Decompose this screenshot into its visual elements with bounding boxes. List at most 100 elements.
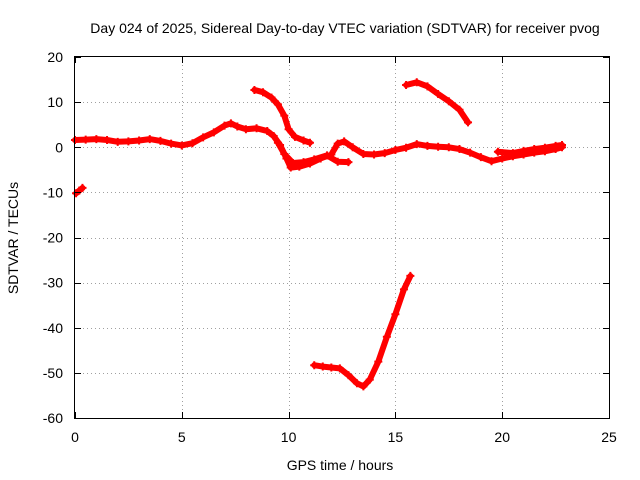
data-point — [335, 364, 344, 373]
data-point — [391, 310, 400, 319]
data-point — [498, 154, 507, 163]
data-point — [327, 363, 336, 372]
data-point — [370, 150, 379, 159]
y-tick-label: -40 — [43, 320, 63, 336]
data-point — [412, 78, 421, 87]
x-tick-label: 15 — [388, 429, 404, 445]
data-point — [167, 139, 176, 148]
data-point — [199, 133, 208, 142]
data-point — [344, 371, 353, 380]
y-tick-label: -30 — [43, 275, 63, 291]
data-point — [333, 157, 342, 166]
data-point — [124, 137, 133, 146]
y-tick-label: 0 — [55, 139, 63, 155]
data-point — [92, 135, 101, 144]
data-point — [318, 362, 327, 371]
series-main — [71, 119, 567, 172]
y-tick-label: -60 — [43, 410, 63, 426]
data-point — [288, 159, 297, 168]
data-point — [402, 143, 411, 152]
ticks — [75, 57, 610, 419]
data-point — [135, 136, 144, 145]
data-point — [188, 139, 197, 148]
data-point — [352, 379, 361, 388]
data-point — [359, 150, 368, 159]
data-point — [530, 145, 539, 154]
data-point — [273, 100, 282, 109]
data-point — [476, 153, 485, 162]
data-point — [305, 138, 314, 147]
data-point — [273, 138, 282, 147]
data-point — [177, 141, 186, 150]
data-point — [434, 90, 443, 99]
chart-title: Day 024 of 2025, Sidereal Day-to-day VTE… — [90, 20, 599, 36]
data-point — [455, 145, 464, 154]
data-point — [344, 158, 353, 167]
y-axis-label: SDTVAR / TECUs — [5, 182, 21, 294]
plot-border — [74, 56, 610, 419]
series-upper-band — [493, 140, 567, 158]
data-point — [252, 124, 261, 133]
series-arc-2 — [402, 78, 473, 127]
data-point — [402, 80, 411, 89]
data-point — [444, 143, 453, 152]
data-point — [340, 137, 349, 146]
tick-labels: 0 5 10 15 20 25 -60 -50 -40 -30 -20 -10 0 10 20 — [43, 49, 617, 445]
data-point — [423, 82, 432, 91]
y-tick-label: -50 — [43, 365, 63, 381]
data-point — [156, 136, 165, 145]
data-point — [310, 361, 319, 370]
series-trace — [274, 139, 352, 166]
data-point — [81, 135, 90, 144]
x-tick-label: 25 — [601, 429, 617, 445]
data-point — [423, 141, 432, 150]
x-tick-label: 20 — [494, 429, 510, 445]
data-point — [269, 131, 278, 140]
data-point — [380, 149, 389, 158]
data-point — [382, 332, 391, 341]
data-point — [374, 357, 383, 366]
data-point — [391, 145, 400, 154]
data-point — [519, 146, 528, 155]
x-tick-label: 5 — [178, 429, 186, 445]
data-point — [145, 135, 154, 144]
data-point — [508, 149, 517, 158]
series-secondary-low — [273, 138, 353, 168]
y-tick-label: 10 — [47, 94, 63, 110]
data-point — [291, 132, 300, 141]
series-arc-3 — [310, 271, 415, 391]
data-point — [493, 147, 502, 156]
data-point — [434, 142, 443, 151]
x-axis-label: GPS time / hours — [287, 457, 394, 473]
x-tick-label: 10 — [281, 429, 297, 445]
y-tick-label: -10 — [43, 184, 63, 200]
data-point — [220, 121, 229, 130]
y-tick-label: 20 — [47, 49, 63, 65]
data-point — [399, 285, 408, 294]
data-point — [455, 105, 464, 114]
data-point — [310, 155, 319, 164]
data-point — [444, 97, 453, 106]
data-point — [299, 136, 308, 145]
data-point — [233, 122, 242, 131]
data-point — [280, 150, 289, 159]
data-point — [209, 128, 218, 137]
data-point — [365, 375, 374, 384]
data-points — [71, 78, 567, 391]
data-point — [406, 271, 415, 280]
data-point — [348, 143, 357, 152]
data-point — [558, 140, 567, 149]
data-point — [323, 151, 332, 160]
data-point — [267, 93, 276, 102]
data-point — [263, 127, 272, 136]
data-point — [103, 136, 112, 145]
series-arc-1 — [250, 85, 314, 147]
data-point — [258, 88, 267, 97]
y-tick-label: -20 — [43, 230, 63, 246]
data-point — [78, 183, 87, 192]
data-point — [250, 85, 259, 94]
data-point — [226, 119, 235, 128]
data-point — [487, 157, 496, 166]
grid — [75, 57, 609, 418]
